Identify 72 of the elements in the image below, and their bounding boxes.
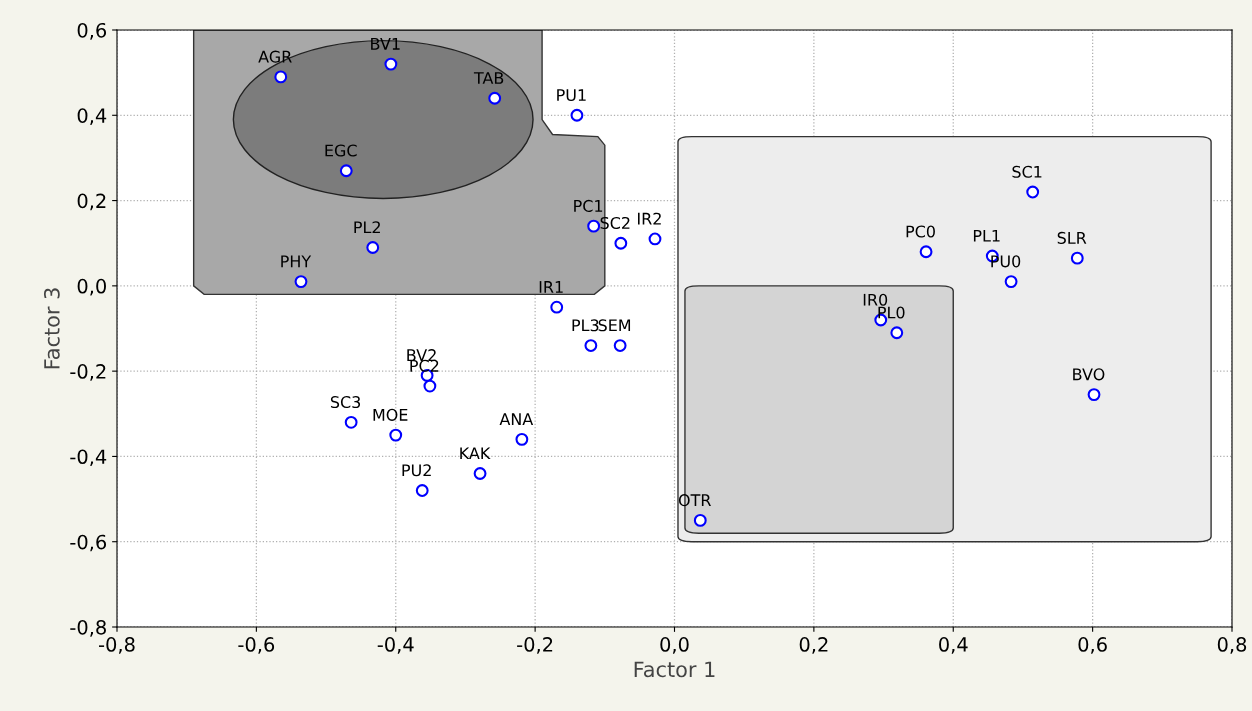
point [339, 164, 353, 178]
x-tick-label: 0,8 [1217, 637, 1247, 654]
annotation: PC0 [906, 225, 935, 238]
point [648, 232, 662, 246]
y-tick-label: -0,8 [70, 619, 106, 637]
point [587, 219, 601, 233]
x-axis-title: Factor 1 [634, 661, 715, 678]
annotation: ANA [499, 413, 534, 425]
y-tick-label: -0,4 [70, 449, 107, 467]
y-tick-label: 0,0 [77, 278, 106, 296]
x-tick-label: -0,2 [517, 637, 553, 654]
annotation: OTR [678, 494, 711, 507]
point [415, 484, 429, 497]
y-tick-label: 0,6 [77, 22, 107, 40]
annotation: IR0 [863, 293, 888, 306]
point [384, 57, 398, 71]
point [423, 379, 437, 393]
annotation: PU0 [991, 255, 1021, 268]
point [890, 326, 904, 340]
annotation: PL2 [354, 221, 380, 234]
point [389, 428, 403, 442]
point [550, 300, 564, 314]
annotation: SC3 [330, 396, 361, 409]
annotation: EGC [325, 144, 357, 157]
annotation: SC1 [1012, 165, 1042, 178]
point [919, 245, 933, 259]
y-tick-label: -0,6 [70, 534, 107, 552]
x-tick-label: -0,8 [98, 637, 135, 654]
point [344, 415, 358, 429]
y-axis-title: Factor 3 [43, 288, 60, 369]
annotation: PC1 [574, 199, 603, 212]
annotation: BV1 [371, 38, 400, 50]
point [473, 467, 487, 480]
annotation: BV2 [407, 349, 436, 361]
annotation: PL0 [878, 306, 905, 319]
point [488, 91, 502, 105]
annotation: SLR [1057, 231, 1087, 244]
point [515, 432, 529, 446]
point [1004, 275, 1018, 289]
point [570, 108, 584, 122]
annotation: IR1 [539, 281, 563, 293]
annotation: PHY [281, 255, 312, 268]
point [1070, 251, 1084, 265]
x-tick-label: -0,4 [377, 637, 414, 654]
point [1087, 388, 1101, 402]
point [274, 70, 288, 84]
point [614, 236, 628, 250]
annotation: MOE [373, 408, 408, 421]
point [294, 275, 308, 289]
point [693, 513, 707, 527]
annotation: BVO [1073, 368, 1105, 381]
y-tick-label: -0,2 [70, 364, 106, 381]
x-tick-label: 0,4 [939, 637, 968, 654]
annotation: KAK [460, 447, 491, 460]
annotation: PU2 [402, 464, 431, 477]
annotation: SEM [598, 319, 631, 332]
annotation: PU1 [557, 89, 586, 102]
annotation: AGR [258, 50, 292, 63]
point [366, 241, 380, 254]
y-tick-label: 0,4 [77, 108, 107, 125]
annotation: IR2 [638, 212, 661, 225]
point [584, 339, 598, 352]
point [1026, 185, 1040, 199]
annotation: PL3 [572, 319, 599, 332]
x-tick-label: 0,0 [660, 637, 689, 654]
annotation: TAB [473, 72, 504, 84]
y-tick-label: 0,2 [77, 193, 106, 211]
point [613, 339, 627, 352]
annotation: PL1 [973, 229, 1000, 242]
x-tick-label: -0,6 [238, 637, 275, 654]
x-tick-label: 0,2 [799, 637, 828, 654]
x-tick-label: 0,6 [1078, 637, 1107, 654]
